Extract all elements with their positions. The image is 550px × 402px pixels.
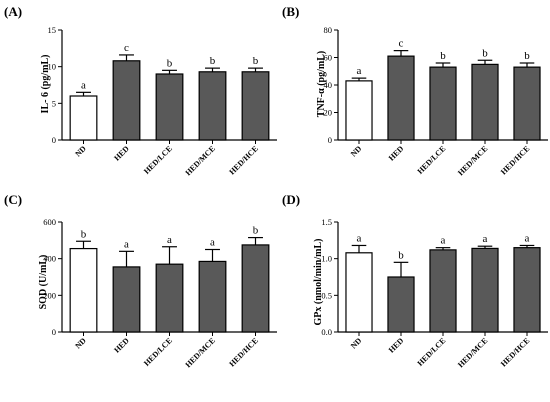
significance-letter: b	[398, 249, 404, 261]
category-label: HED	[112, 336, 131, 355]
category-label: HED/MCE	[184, 144, 217, 177]
bar-HED	[387, 276, 415, 333]
significance-letter: c	[124, 42, 129, 54]
y-tick-label: 0	[52, 327, 56, 337]
significance-letter: b	[253, 55, 259, 67]
category-label: HED/MCE	[456, 336, 489, 369]
y-tick-label: 0	[52, 135, 56, 145]
significance-letter: c	[399, 38, 404, 50]
significance-letter: a	[357, 232, 362, 244]
bar-ND	[69, 95, 98, 141]
panel-label: (A)	[4, 4, 22, 19]
significance-letter: b	[167, 57, 173, 69]
panel-label: (B)	[282, 4, 299, 19]
category-label: HED	[112, 144, 131, 163]
significance-letter: a	[167, 234, 172, 246]
bar-ND	[345, 80, 373, 141]
bar-HED/LCE	[429, 249, 457, 333]
category-label: HED/LCE	[416, 144, 448, 176]
significance-letter: b	[524, 50, 530, 62]
significance-letter: a	[81, 79, 86, 91]
bar-HED/HCE	[513, 66, 541, 141]
bar-HED/LCE	[155, 263, 184, 333]
bar-HED	[112, 60, 141, 141]
y-tick-label: 80	[324, 25, 333, 35]
significance-letter: b	[210, 55, 216, 67]
significance-letter: a	[124, 238, 129, 250]
category-label: ND	[73, 144, 88, 159]
bar-HED/MCE	[471, 247, 499, 333]
significance-letter: b	[482, 47, 488, 59]
bar-HED/MCE	[198, 260, 227, 333]
y-axis-title: GPx (nmol/min/mL)	[313, 239, 324, 326]
bar-HED/HCE	[241, 244, 270, 333]
chart-panel-2: (B) TNF-α (pg/mL) 0 20 40 60 80 a ND c HED b HED/LCE…	[282, 4, 548, 177]
y-axis-title: TNF-α (pg/mL)	[316, 51, 327, 117]
bar-HED/LCE	[155, 73, 184, 141]
category-label: ND	[73, 336, 88, 351]
category-label: HED/LCE	[142, 144, 174, 176]
significance-letter: a	[525, 232, 530, 244]
bar-HED	[112, 266, 141, 333]
bar-ND	[69, 247, 98, 333]
chart-panel-1: (A) IL- 6 (pg/mL) 0 5 10 15 a ND c HED b HED/LCE b HE…	[4, 4, 277, 177]
y-tick-label: 1.5	[321, 217, 332, 227]
category-label: HED/HCE	[227, 144, 259, 176]
y-tick-label: 1.0	[321, 254, 332, 264]
significance-letter: a	[441, 235, 446, 247]
bar-HED/LCE	[429, 66, 457, 141]
bar-HED/MCE	[198, 71, 227, 141]
category-label: HED/LCE	[416, 336, 448, 368]
category-label: HED	[387, 336, 406, 355]
y-tick-label: 15	[48, 25, 57, 35]
y-tick-label: 20	[324, 108, 333, 118]
category-label: HED/MCE	[184, 336, 217, 369]
y-tick-label: 10	[48, 62, 57, 72]
y-tick-label: 400	[43, 254, 56, 264]
category-label: HED/MCE	[456, 144, 489, 177]
bar-ND	[345, 252, 373, 333]
panel-label: (D)	[282, 192, 300, 207]
y-tick-label: 0	[328, 135, 332, 145]
bar-HED/MCE	[471, 63, 499, 141]
significance-letter: a	[483, 233, 488, 245]
category-label: ND	[349, 144, 364, 159]
significance-letter: b	[253, 225, 259, 237]
chart-panel-3: (C) SOD (U/mL) 0 200 400 600 b ND a HED a HED/LCE a H…	[4, 192, 277, 369]
category-label: HED/HCE	[227, 336, 259, 368]
y-tick-label: 200	[43, 290, 56, 300]
y-tick-label: 5	[52, 98, 56, 108]
category-label: HED/HCE	[499, 336, 531, 368]
panel-label: (C)	[4, 192, 22, 207]
y-tick-label: 60	[324, 53, 333, 63]
significance-letter: b	[440, 50, 446, 62]
category-label: HED/LCE	[142, 336, 174, 368]
bar-HED	[387, 55, 415, 141]
chart-panel-4: (D) GPx (nmol/min/mL)0.0 0.5 1.0 1.5 a ND b HED a…	[282, 192, 548, 369]
y-tick-label: 0.0	[321, 327, 332, 337]
category-label: HED	[387, 144, 406, 163]
y-axis-title: SOD (U/mL)	[38, 255, 49, 310]
y-tick-label: 600	[43, 217, 56, 227]
significance-letter: a	[210, 237, 215, 249]
y-tick-label: 40	[324, 80, 333, 90]
significance-letter: a	[357, 65, 362, 77]
y-axis-title: IL- 6 (pg/mL)	[40, 55, 51, 114]
category-label: HED/HCE	[499, 144, 531, 176]
category-label: ND	[349, 336, 364, 351]
y-tick-label: 0.5	[321, 290, 332, 300]
bar-HED/HCE	[513, 247, 541, 333]
significance-letter: b	[81, 228, 87, 240]
bar-HED/HCE	[241, 71, 270, 141]
